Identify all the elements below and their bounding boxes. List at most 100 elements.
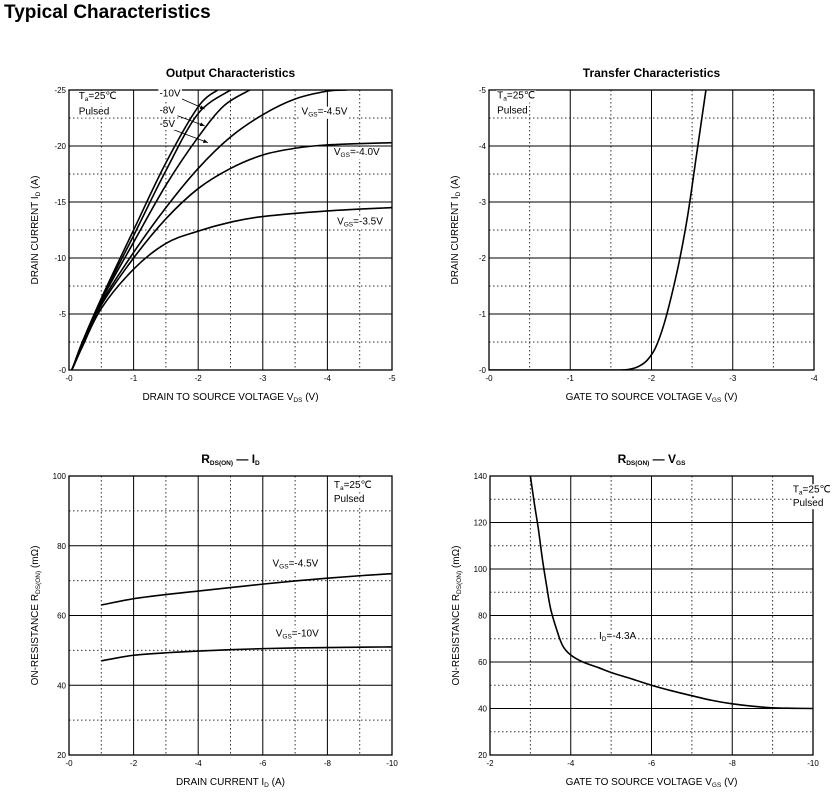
annotation-bg (158, 105, 177, 117)
annotation-label: VGS=-4.0V (334, 147, 380, 159)
y-tick-label: 40 (478, 705, 487, 714)
x-tick-label: -8 (324, 759, 332, 768)
y-tick-label: 20 (478, 751, 487, 760)
annotation-label: -5V (159, 119, 175, 130)
annotation-label: ID=-4.3A (599, 631, 637, 643)
annotation-bg (77, 90, 118, 104)
x-tick-label: -1 (567, 374, 575, 383)
annotation-label: Pulsed (793, 498, 824, 509)
annotation-label: VGS=-4.5V (272, 559, 318, 571)
y-tick-label: -25 (54, 86, 66, 95)
series-line-id (489, 90, 707, 370)
x-tick-label: -4 (324, 374, 332, 383)
x-axis-label: GATE TO SOURCE VOLTAGE VGS (V) (566, 392, 738, 404)
y-tick-label: -0 (479, 366, 487, 375)
annotation-label: VGS=-3.5V (337, 216, 383, 228)
x-tick-label: -0 (65, 374, 73, 383)
annotation-label: Ta=25℃ (79, 91, 117, 103)
y-tick-label: -5 (479, 86, 487, 95)
series-line-vgs--4.5v (101, 572, 392, 606)
y-tick-label: -1 (479, 310, 487, 319)
annotation-label: VGS=-4.5V (302, 107, 348, 119)
y-tick-label: 80 (478, 612, 487, 621)
annotation-label: Ta=25℃ (497, 90, 535, 102)
y-tick-label: 60 (57, 612, 66, 621)
chart-2: -0 -1 -2 -3 -4 -0 -1 -2 -3 -4 -5 Transfer Character… (450, 66, 818, 404)
annotation-bg (332, 480, 373, 493)
x-tick-label: -2 (486, 759, 494, 768)
annotation-bg (336, 216, 385, 229)
y-tick-label: 100 (474, 565, 488, 574)
series-line-id--4.3a (529, 476, 813, 710)
x-tick-label: -2 (648, 374, 656, 383)
x-axis-label: DRAIN TO SOURCE VOLTAGE VDS (V) (142, 392, 318, 404)
annotation-label: -8V (159, 106, 175, 117)
annotation-label: Pulsed (334, 494, 365, 505)
y-tick-label: 140 (474, 472, 488, 481)
arrow-head-icon (202, 139, 208, 143)
annotation-bg (332, 494, 366, 506)
arrow-head-icon (199, 105, 205, 110)
y-axis-label: DRAIN CURRENT ID (A) (450, 176, 462, 285)
annotation-label: Pulsed (497, 106, 528, 117)
x-tick-label: -0 (485, 374, 493, 383)
series-line-vgs--4.0v (69, 141, 392, 370)
x-tick-label: -10 (807, 759, 819, 768)
x-tick-label: -4 (195, 759, 203, 768)
y-tick-label: -20 (54, 142, 66, 151)
series-line-vgs--3.5v (69, 206, 392, 370)
annotation-bg (158, 88, 182, 100)
annotation-bg (791, 498, 825, 510)
x-tick-label: -4 (810, 374, 818, 383)
chart-3: -0 -2 -4 -6 -8 -10 20 40 60 80 100 RDS(ON) — ID DRAI… (30, 452, 398, 789)
x-tick-label: -10 (386, 759, 398, 768)
x-tick-label: -3 (729, 374, 737, 383)
chart-1: -0 -1 -2 -3 -4 -5 -0 -5 -10 -15 -20 -25 Output Chara… (30, 66, 396, 404)
y-tick-label: -4 (479, 142, 487, 151)
series-line-vgs--10v (69, 90, 219, 370)
plot-frame (68, 475, 393, 756)
annotation-bg (274, 628, 321, 641)
y-tick-label: -10 (54, 254, 66, 263)
x-tick-label: -1 (130, 374, 138, 383)
y-axis-label: ON-RESISTANCE RDS(ON) (mΩ) (451, 546, 463, 686)
y-tick-label: 60 (478, 658, 487, 667)
annotation-label: Ta=25℃ (334, 480, 372, 492)
y-tick-label: 40 (57, 681, 66, 690)
x-tick-label: -2 (195, 374, 203, 383)
annotation-bg (158, 118, 177, 130)
y-tick-label: -15 (54, 198, 66, 207)
y-tick-label: 20 (57, 751, 66, 760)
x-axis-label: DRAIN CURRENT ID (A) (176, 777, 285, 789)
y-tick-label: 80 (57, 542, 66, 551)
x-axis-label: GATE TO SOURCE VOLTAGE VGS (V) (566, 777, 738, 789)
y-tick-label: 100 (53, 472, 67, 481)
chart-title: Output Characteristics (166, 66, 296, 80)
arrow-head-icon (199, 122, 205, 127)
x-tick-label: -6 (259, 759, 267, 768)
x-tick-label: -8 (729, 759, 737, 768)
series-line-vgs--10v (101, 646, 392, 662)
annotation-bg (332, 146, 382, 160)
annotation-bg (300, 106, 349, 119)
series-line-vgs--4.5v (69, 90, 347, 370)
x-tick-label: -4 (567, 759, 575, 768)
annotation-label: Ta=25℃ (793, 484, 831, 496)
annotation-arrow (172, 128, 209, 144)
chart-title: RDS(ON) — VGS (618, 452, 687, 467)
x-tick-label: -2 (130, 759, 138, 768)
y-tick-label: -5 (59, 310, 67, 319)
series-line-vgs--5v (69, 90, 251, 370)
annotation-bg (271, 558, 320, 571)
y-axis-label: DRAIN CURRENT ID (A) (30, 176, 42, 285)
annotation-bg (77, 106, 111, 118)
page-title: Typical Characteristics (4, 2, 211, 23)
x-tick-label: -0 (65, 759, 73, 768)
y-tick-label: -0 (59, 366, 67, 375)
annotation-bg (496, 90, 537, 103)
y-axis-label: ON-RESISTANCE RDS(ON) (mΩ) (30, 546, 42, 686)
annotation-arrow (177, 115, 205, 127)
plot-frame (489, 475, 814, 756)
annotation-label: VGS=-10V (276, 628, 319, 640)
